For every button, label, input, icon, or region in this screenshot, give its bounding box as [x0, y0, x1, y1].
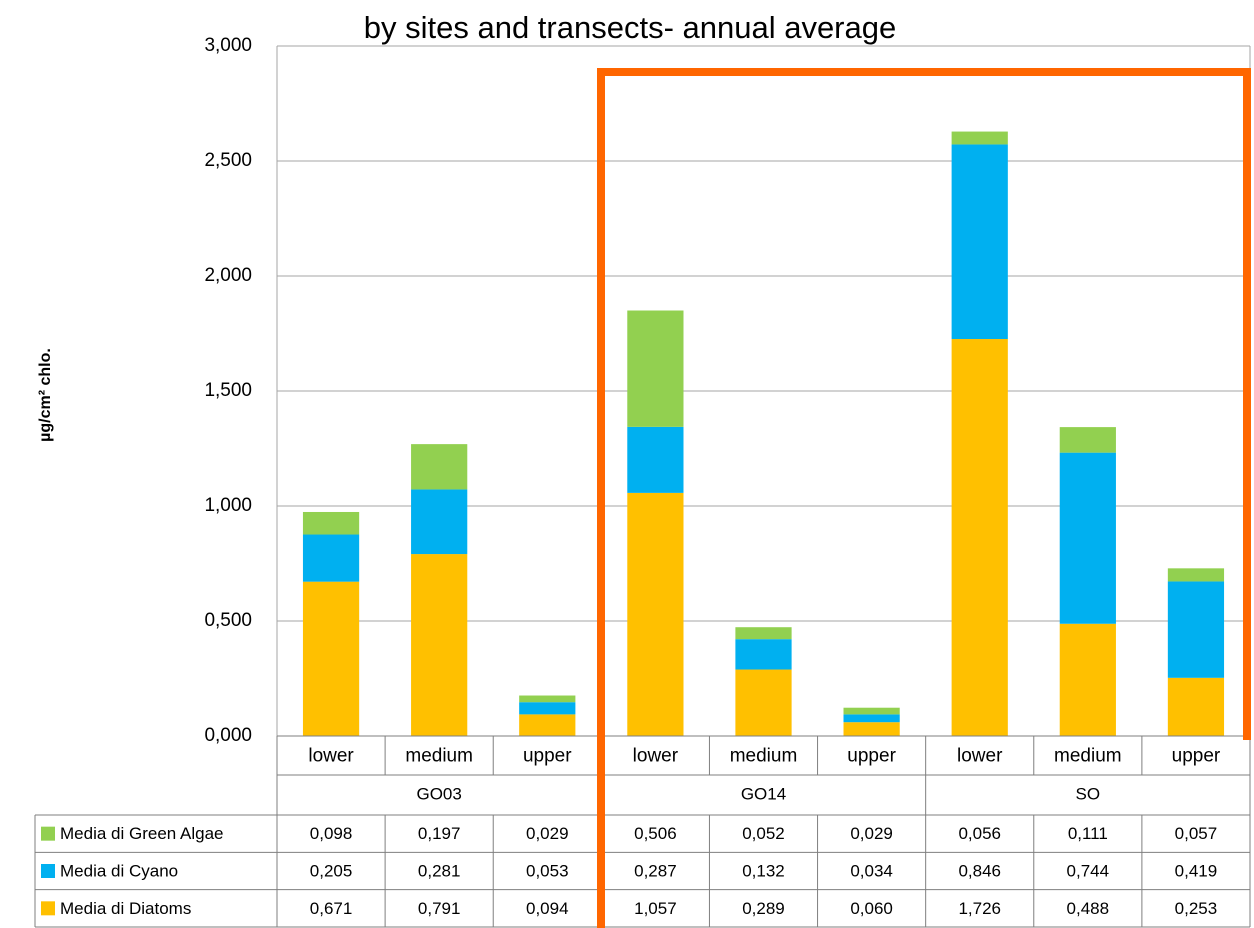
x-tick-label: lower: [957, 746, 1003, 767]
data-label: 1,726: [958, 899, 1001, 918]
data-label: 0,281: [418, 861, 461, 880]
bar-segment: [735, 669, 792, 736]
group-label: GO14: [741, 784, 786, 803]
data-label: 0,205: [310, 861, 353, 880]
legend-label: Media di Green Algae: [60, 824, 224, 843]
data-label: 0,029: [850, 824, 893, 843]
x-tick-label: lower: [633, 746, 679, 767]
highlight-box: [597, 68, 1251, 928]
bar-segment: [843, 722, 900, 736]
bar-segment: [627, 492, 684, 736]
data-label: 0,098: [310, 824, 353, 843]
x-tick-label: medium: [405, 746, 473, 767]
y-tick-label: 0,500: [204, 610, 252, 631]
data-label: 0,029: [526, 824, 569, 843]
legend-label: Media di Diatoms: [60, 899, 191, 918]
x-tick-label: upper: [847, 746, 896, 767]
group-label: SO: [1076, 784, 1101, 803]
bar-segment: [411, 489, 468, 555]
legend-swatch: [41, 864, 55, 878]
bar-segment: [1059, 623, 1116, 736]
bar-segment: [411, 444, 468, 490]
x-tick-label: medium: [730, 746, 798, 767]
bar-segment: [519, 714, 576, 736]
chart-title: by sites and transects- annual average: [364, 10, 896, 45]
bar-segment: [1059, 452, 1116, 624]
data-label: 0,506: [634, 824, 677, 843]
bar-segment: [1059, 427, 1116, 453]
data-label: 0,253: [1175, 899, 1218, 918]
bar-segment: [411, 554, 468, 736]
legend-swatch: [41, 826, 55, 841]
y-tick-label: 0,000: [204, 725, 252, 746]
data-label: 0,132: [742, 861, 785, 880]
y-tick-label: 1,500: [204, 380, 252, 401]
data-label: 0,056: [958, 824, 1001, 843]
data-label: 0,744: [1067, 861, 1110, 880]
bar-segment: [1167, 568, 1225, 582]
bar-segment: [843, 714, 900, 723]
group-label: GO03: [416, 784, 461, 803]
legend-swatch: [41, 901, 55, 916]
bar-segment: [519, 695, 576, 703]
bar-segment: [951, 144, 1008, 340]
data-label: 0,846: [958, 861, 1001, 880]
y-tick-label: 2,000: [204, 265, 252, 286]
data-label: 0,287: [634, 861, 677, 880]
x-tick-label: upper: [523, 746, 572, 767]
data-label: 0,094: [526, 899, 569, 918]
bar-segment: [627, 310, 684, 427]
x-tick-label: medium: [1054, 746, 1122, 767]
data-label: 0,057: [1175, 824, 1218, 843]
bar-segment: [843, 707, 900, 715]
y-axis-label: µg/cm² chlo.: [37, 348, 54, 442]
bar-segment: [302, 534, 360, 582]
data-label: 0,060: [850, 899, 893, 918]
bar-segment: [951, 131, 1008, 145]
data-label: 0,053: [526, 861, 569, 880]
bar-segment: [1167, 581, 1225, 678]
data-label: 1,057: [634, 899, 677, 918]
bar-segment: [627, 426, 684, 493]
data-label: 0,289: [742, 899, 785, 918]
bar-segment: [302, 581, 360, 736]
bar-segment: [302, 511, 360, 535]
data-label: 0,052: [742, 824, 785, 843]
plot: 0,000 0,500 1,000 1,500 2,000 2,500 3,000 lower…: [34, 35, 1251, 928]
y-tick-label: 3,000: [204, 35, 252, 56]
bar-segment: [735, 627, 792, 640]
data-label: 0,197: [418, 824, 461, 843]
data-label: 0,419: [1175, 861, 1218, 880]
bar-segment: [951, 339, 1008, 736]
y-tick-label: 1,000: [204, 495, 252, 516]
bar-segment: [519, 702, 576, 715]
data-label: 0,791: [418, 899, 461, 918]
bar-segment: [735, 639, 792, 670]
data-label: 0,488: [1067, 899, 1110, 918]
data-label: 0,034: [850, 861, 893, 880]
x-tick-label: upper: [1172, 746, 1221, 767]
data-label: 0,671: [310, 899, 353, 918]
bar-segment: [1167, 677, 1225, 736]
y-tick-label: 2,500: [204, 150, 252, 171]
legend-label: Media di Cyano: [60, 861, 178, 880]
data-label: 0,111: [1068, 824, 1108, 843]
x-tick-label: lower: [308, 746, 354, 767]
